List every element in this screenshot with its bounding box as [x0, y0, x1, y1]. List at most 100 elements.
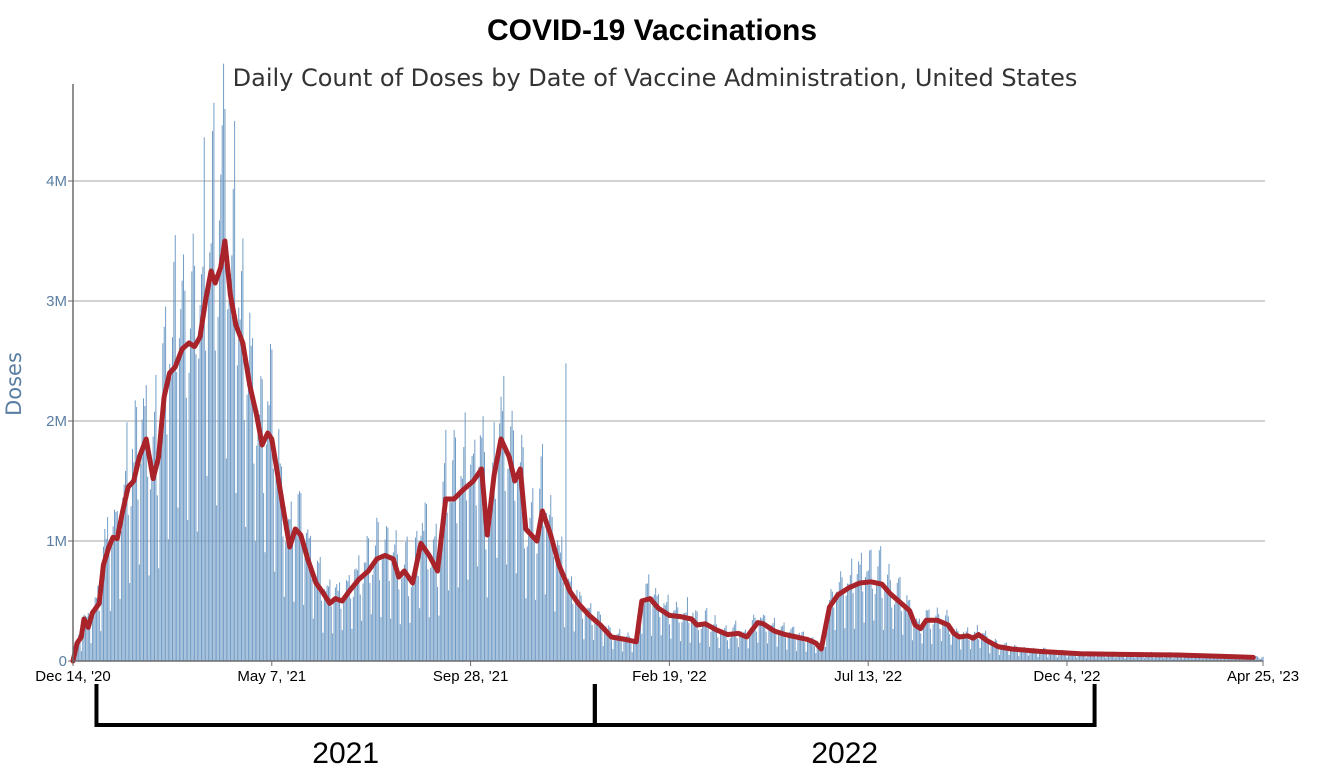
x-tick-label: Sep 28, '21 — [433, 668, 508, 685]
bar — [1210, 656, 1212, 661]
bar — [840, 571, 842, 661]
bar — [780, 626, 782, 661]
bar — [511, 410, 513, 661]
bar — [467, 579, 469, 661]
bar — [300, 493, 302, 661]
bar — [932, 624, 934, 661]
bar — [1090, 653, 1092, 661]
bar — [151, 460, 153, 661]
bar — [852, 593, 854, 661]
bar — [432, 539, 434, 661]
bar — [593, 640, 595, 661]
bar — [615, 635, 617, 661]
bar — [508, 455, 510, 661]
bar — [583, 639, 585, 661]
bar — [239, 319, 241, 661]
bar — [579, 591, 581, 661]
bar — [778, 635, 780, 661]
bar — [754, 617, 756, 661]
bar — [768, 624, 770, 661]
bar — [648, 574, 650, 661]
bar — [914, 625, 916, 661]
bar — [427, 569, 429, 661]
bar — [1061, 650, 1063, 661]
bar — [497, 443, 499, 661]
bar — [484, 452, 485, 661]
bar — [136, 406, 138, 661]
bar — [663, 603, 665, 661]
bar — [617, 633, 619, 661]
bar — [611, 640, 612, 661]
bar — [261, 379, 263, 661]
bar — [116, 511, 118, 661]
bar — [660, 635, 662, 661]
bar — [714, 615, 716, 661]
bar — [172, 337, 173, 661]
bar — [501, 411, 503, 661]
bar — [994, 638, 996, 661]
bar — [655, 588, 657, 661]
bar — [771, 625, 773, 661]
bar — [787, 633, 789, 661]
bar — [1182, 658, 1184, 661]
bar — [263, 493, 265, 661]
bar — [582, 618, 583, 661]
bar — [762, 614, 764, 661]
bar — [1025, 648, 1027, 661]
bar — [410, 587, 412, 661]
bar — [594, 621, 596, 661]
bar — [1030, 649, 1032, 661]
bar — [388, 580, 390, 661]
bar — [921, 643, 923, 661]
bar — [154, 411, 156, 661]
bar — [776, 646, 778, 661]
bar — [414, 537, 416, 661]
bar — [456, 523, 458, 661]
bar — [717, 637, 719, 661]
bar — [225, 458, 227, 661]
bracket-line — [592, 684, 1097, 727]
bar — [398, 589, 400, 661]
bar — [340, 608, 342, 661]
x-tick-label: Apr 25, '23 — [1227, 668, 1299, 685]
bar — [820, 644, 822, 661]
bar — [740, 631, 742, 661]
bar — [809, 638, 811, 661]
bar — [1004, 643, 1006, 661]
bar — [439, 554, 441, 661]
bar — [789, 631, 791, 661]
bar — [1250, 659, 1252, 661]
bar — [876, 585, 878, 661]
bar — [790, 628, 792, 661]
bar — [546, 513, 548, 661]
bar — [576, 589, 578, 661]
bar — [555, 562, 557, 661]
bar — [183, 254, 185, 661]
bar — [365, 562, 367, 661]
bar — [351, 628, 353, 661]
bar — [363, 562, 365, 661]
bar — [475, 505, 477, 661]
bar — [397, 554, 399, 661]
year-label: 2022 — [811, 737, 878, 770]
bar — [79, 641, 81, 661]
bar — [260, 376, 262, 661]
bar — [838, 582, 840, 661]
bar — [601, 629, 603, 661]
bar — [227, 309, 229, 661]
bar — [798, 632, 800, 661]
bar — [628, 636, 630, 661]
bar — [702, 624, 704, 661]
bar — [387, 527, 389, 661]
bar — [599, 614, 601, 661]
bar — [147, 476, 149, 661]
bar — [739, 633, 741, 661]
bar — [1201, 658, 1203, 661]
bar — [968, 640, 970, 661]
bar — [369, 582, 371, 661]
bar — [196, 531, 198, 661]
bar — [1181, 655, 1183, 661]
bar — [1219, 657, 1221, 661]
bar — [194, 265, 196, 661]
bar — [602, 645, 604, 661]
